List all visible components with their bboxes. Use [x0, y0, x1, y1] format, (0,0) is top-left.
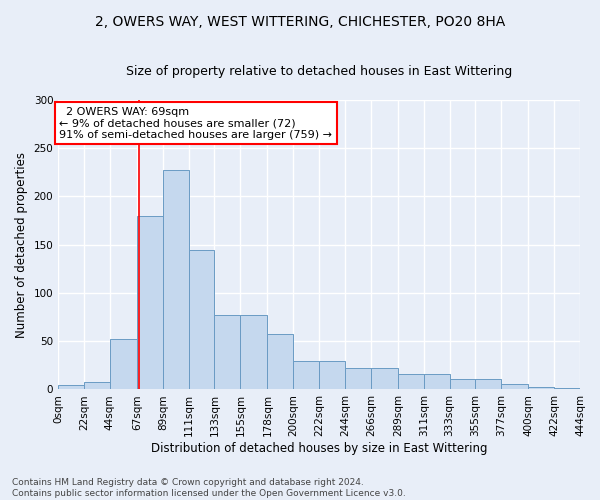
- Bar: [424, 374, 449, 390]
- Text: 2, OWERS WAY, WEST WITTERING, CHICHESTER, PO20 8HA: 2, OWERS WAY, WEST WITTERING, CHICHESTER…: [95, 15, 505, 29]
- Bar: [580, 386, 600, 390]
- Bar: [449, 379, 475, 390]
- Bar: [319, 360, 345, 390]
- Bar: [371, 368, 398, 390]
- Bar: [501, 384, 528, 390]
- Bar: [398, 374, 424, 390]
- Bar: [137, 216, 163, 390]
- Bar: [268, 334, 293, 390]
- Bar: [475, 379, 501, 390]
- Bar: [188, 250, 214, 390]
- Bar: [110, 340, 137, 390]
- Bar: [241, 315, 268, 390]
- Bar: [293, 360, 319, 390]
- Bar: [528, 386, 554, 390]
- Bar: [214, 315, 241, 390]
- Y-axis label: Number of detached properties: Number of detached properties: [15, 152, 28, 338]
- Bar: [554, 388, 580, 390]
- Bar: [163, 170, 188, 390]
- X-axis label: Distribution of detached houses by size in East Wittering: Distribution of detached houses by size …: [151, 442, 487, 455]
- Bar: [58, 384, 84, 390]
- Title: Size of property relative to detached houses in East Wittering: Size of property relative to detached ho…: [126, 65, 512, 78]
- Bar: [345, 368, 371, 390]
- Text: Contains HM Land Registry data © Crown copyright and database right 2024.
Contai: Contains HM Land Registry data © Crown c…: [12, 478, 406, 498]
- Bar: [84, 382, 110, 390]
- Text: 2 OWERS WAY: 69sqm
← 9% of detached houses are smaller (72)
91% of semi-detached: 2 OWERS WAY: 69sqm ← 9% of detached hous…: [59, 107, 332, 140]
